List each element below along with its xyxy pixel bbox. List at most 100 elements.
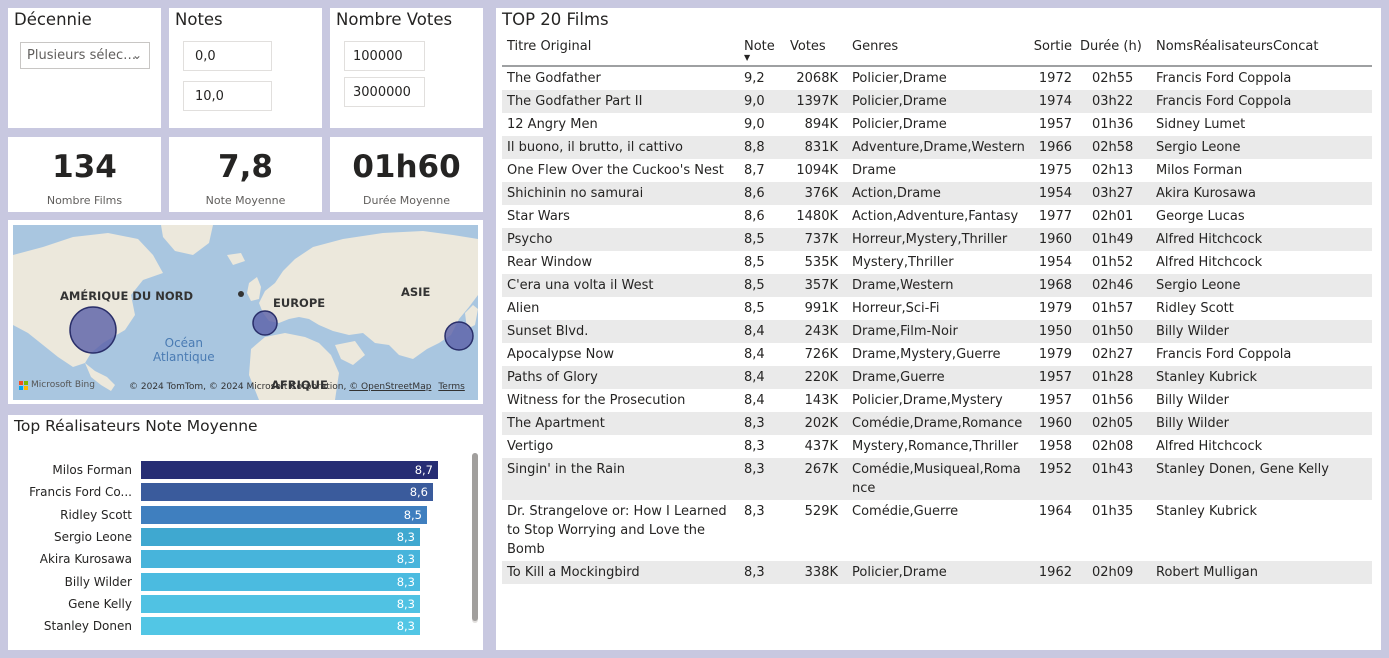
cell-votes: 1397K <box>786 90 846 113</box>
table-row[interactable]: Witness for the Prosecution 8,4 143K Polici… <box>502 389 1372 412</box>
cell-titre: Il buono, il brutto, il cattivo <box>502 136 741 159</box>
header-sortie[interactable]: Sortie <box>1028 36 1078 67</box>
table-row[interactable]: Star Wars 8,6 1480K Action,Adventure,Fantas… <box>502 205 1372 228</box>
table-row[interactable]: Paths of Glory 8,4 220K Drame,Guerre 1957 01h… <box>502 366 1372 389</box>
cell-duree: 02h08 <box>1078 435 1150 458</box>
cell-realisateurs: Francis Ford Coppola <box>1150 343 1372 366</box>
bar[interactable]: 8,3 <box>141 572 420 591</box>
cell-realisateurs: Billy Wilder <box>1150 412 1372 435</box>
table-row[interactable]: 12 Angry Men 9,0 894K Policier,Drame 1957 01h… <box>502 113 1372 136</box>
cell-sortie: 1974 <box>1028 90 1078 113</box>
table-row[interactable]: Sunset Blvd. 8,4 243K Drame,Film-Noir 1950 01… <box>502 320 1372 343</box>
cell-note: 8,6 <box>741 182 786 205</box>
cell-note: 8,3 <box>741 500 786 561</box>
bar-row[interactable]: Sergio Leone 8,3 <box>8 527 478 547</box>
cell-titre: Dr. Strangelove or: How I Learned to Sto… <box>502 500 741 561</box>
slicer-votes-title: Nombre Votes <box>336 10 453 29</box>
bar[interactable]: 8,3 <box>141 550 420 569</box>
cell-votes: 529K <box>786 500 846 561</box>
bar-row[interactable]: Akira Kurosawa 8,3 <box>8 550 478 569</box>
header-duree[interactable]: Durée (h) <box>1078 36 1150 67</box>
cell-sortie: 1964 <box>1028 500 1078 561</box>
cell-sortie: 1954 <box>1028 251 1078 274</box>
bar-value-label: 8,3 <box>396 552 415 567</box>
notes-max-input[interactable]: 10,0 <box>183 81 272 111</box>
bar-row[interactable]: Francis Ford Co... 8,6 <box>8 483 478 502</box>
table-row[interactable]: The Godfather Part II 9,0 1397K Policier,Dr… <box>502 90 1372 113</box>
table-row[interactable]: Psycho 8,5 737K Horreur,Mystery,Thriller 196… <box>502 228 1372 251</box>
osm-link[interactable]: © OpenStreetMap <box>349 382 432 392</box>
header-votes[interactable]: Votes <box>786 36 846 67</box>
scrollbar-thumb[interactable] <box>472 453 478 621</box>
terms-link[interactable]: Terms <box>438 382 465 392</box>
table-row[interactable]: Rear Window 8,5 535K Mystery,Thriller 1954 01… <box>502 251 1372 274</box>
bar-value-label: 8,3 <box>396 619 415 634</box>
table-row[interactable]: Il buono, il brutto, il cattivo 8,8 831K Ad… <box>502 136 1372 159</box>
bar-row[interactable]: Ridley Scott 8,5 <box>8 505 478 525</box>
table-row[interactable]: To Kill a Mockingbird 8,3 338K Policier,Dra… <box>502 561 1372 584</box>
bar-value-label: 8,5 <box>403 507 422 522</box>
cell-realisateurs: Stanley Donen, Gene Kelly <box>1150 458 1372 500</box>
cell-titre: Rear Window <box>502 251 741 274</box>
bar[interactable]: 8,3 <box>141 594 420 613</box>
chart-scrollbar[interactable] <box>472 453 478 623</box>
decennie-dropdown[interactable]: Plusieurs sélec… ⌄ <box>20 42 150 69</box>
table-row[interactable]: Dr. Strangelove or: How I Learned to Sto… <box>502 500 1372 561</box>
table-title: TOP 20 Films <box>502 10 609 29</box>
world-map[interactable]: AMÉRIQUE DU NORD EUROPE ASIE AFRIQUE Océ… <box>13 225 478 400</box>
cell-genres: Action,Adventure,Fantasy <box>846 205 1028 228</box>
cell-note: 8,8 <box>741 136 786 159</box>
bar[interactable]: 8,6 <box>141 483 433 502</box>
cell-titre: C'era una volta il West <box>502 274 741 297</box>
cell-realisateurs: Francis Ford Coppola <box>1150 66 1372 90</box>
bar-row[interactable]: Milos Forman 8,7 <box>8 461 478 480</box>
table-row[interactable]: One Flew Over the Cuckoo's Nest 8,7 1094K D… <box>502 159 1372 182</box>
cell-sortie: 1966 <box>1028 136 1078 159</box>
bar-row[interactable]: Billy Wilder 8,3 <box>8 572 478 592</box>
cell-sortie: 1957 <box>1028 366 1078 389</box>
bar[interactable]: 8,3 <box>141 527 420 546</box>
bar[interactable]: 8,7 <box>141 461 438 479</box>
cell-note: 8,5 <box>741 297 786 320</box>
table-row[interactable]: Singin' in the Rain 8,3 267K Comédie,Musiqu… <box>502 458 1372 500</box>
cell-votes: 1480K <box>786 205 846 228</box>
cell-sortie: 1975 <box>1028 159 1078 182</box>
cell-titre: Shichinin no samurai <box>502 182 741 205</box>
cell-votes: 1094K <box>786 159 846 182</box>
table-row[interactable]: Vertigo 8,3 437K Mystery,Romance,Thriller 19… <box>502 435 1372 458</box>
votes-min-input[interactable]: 100000 <box>344 41 425 71</box>
table-row[interactable]: Apocalypse Now 8,4 726K Drame,Mystery,Guerr… <box>502 343 1372 366</box>
cell-realisateurs: Alfred Hitchcock <box>1150 228 1372 251</box>
films-table: Titre Original Note ▼ Votes Genres Sortie… <box>502 36 1372 584</box>
cell-genres: Mystery,Romance,Thriller <box>846 435 1028 458</box>
bing-label: Microsoft Bing <box>31 380 95 390</box>
table-row[interactable]: Shichinin no samurai 8,6 376K Action,Drame 1… <box>502 182 1372 205</box>
table-row[interactable]: The Apartment 8,3 202K Comédie,Drame,Romanc… <box>502 412 1372 435</box>
notes-min-input[interactable]: 0,0 <box>183 41 272 71</box>
decennie-dropdown-value: Plusieurs sélec… <box>27 48 137 63</box>
header-genres[interactable]: Genres <box>846 36 1028 67</box>
table-row[interactable]: C'era una volta il West 8,5 357K Drame,West… <box>502 274 1372 297</box>
cell-duree: 01h57 <box>1078 297 1150 320</box>
bar-value-label: 8,3 <box>396 596 415 611</box>
cell-sortie: 1977 <box>1028 205 1078 228</box>
bar[interactable]: 8,3 <box>141 617 420 636</box>
header-note[interactable]: Note ▼ <box>741 36 786 67</box>
cell-duree: 01h36 <box>1078 113 1150 136</box>
cell-genres: Horreur,Sci-Fi <box>846 297 1028 320</box>
slicer-votes: Nombre Votes 100000 3000000 <box>330 8 483 128</box>
table-row[interactable]: Alien 8,5 991K Horreur,Sci-Fi 1979 01h57 Ridle… <box>502 297 1372 320</box>
cell-duree: 02h09 <box>1078 561 1150 584</box>
cell-duree: 02h27 <box>1078 343 1150 366</box>
bar-category-label: Sergio Leone <box>53 529 132 544</box>
bar-row[interactable]: Gene Kelly 8,3 <box>8 594 478 614</box>
table-row[interactable]: The Godfather 9,2 2068K Policier,Drame 1972 0… <box>502 66 1372 90</box>
bar-row[interactable]: Stanley Donen 8,3 <box>8 617 478 636</box>
bar[interactable]: 8,5 <box>141 505 427 524</box>
votes-max-input[interactable]: 3000000 <box>344 77 425 107</box>
cell-note: 8,4 <box>741 320 786 343</box>
kpi-note-moyenne: 7,8 Note Moyenne <box>169 137 322 212</box>
header-realisateurs[interactable]: NomsRéalisateursConcat <box>1150 36 1372 67</box>
cell-titre: Alien <box>502 297 741 320</box>
header-titre[interactable]: Titre Original <box>502 36 741 67</box>
